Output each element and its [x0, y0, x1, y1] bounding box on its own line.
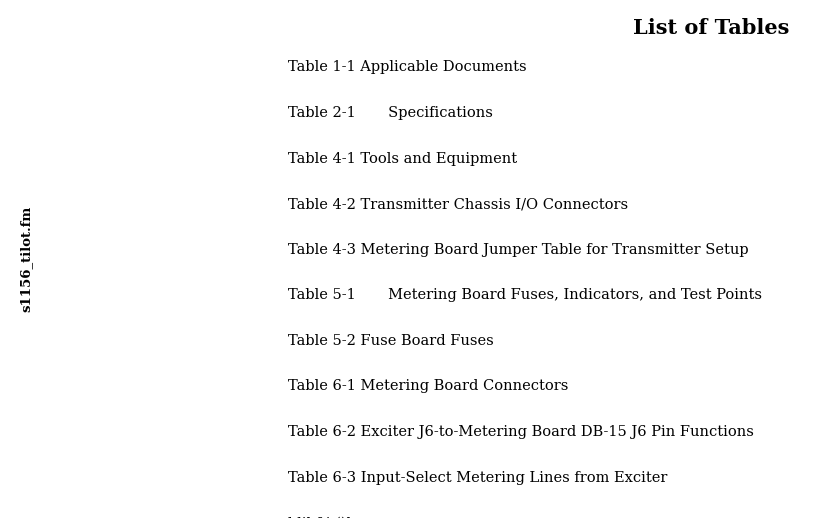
Text: Table 6-2 Exciter J6-to-Metering Board DB-15 J6 Pin Functions: Table 6-2 Exciter J6-to-Metering Board D… — [288, 425, 754, 439]
Text: Table 4-1 Tools and Equipment: Table 4-1 Tools and Equipment — [288, 151, 517, 166]
Text: Table 6-1 Metering Board Connectors: Table 6-1 Metering Board Connectors — [288, 379, 569, 394]
Text: List of Tables: List of Tables — [632, 18, 789, 38]
Text: Table 4-2 Transmitter Chassis I/O Connectors: Table 4-2 Transmitter Chassis I/O Connec… — [288, 197, 628, 211]
Text: Table 2-1       Specifications: Table 2-1 Specifications — [288, 106, 493, 120]
Text: Table 5-2 Fuse Board Fuses: Table 5-2 Fuse Board Fuses — [288, 334, 494, 348]
Text: blil f i ()b: blil f i ()b — [288, 516, 356, 518]
Text: Table 5-1       Metering Board Fuses, Indicators, and Test Points: Table 5-1 Metering Board Fuses, Indicato… — [288, 288, 762, 303]
Text: s1156_tilot.fm: s1156_tilot.fm — [20, 206, 33, 312]
Text: Table 4-3 Metering Board Jumper Table for Transmitter Setup: Table 4-3 Metering Board Jumper Table fo… — [288, 242, 749, 257]
Text: Table 6-3 Input-Select Metering Lines from Exciter: Table 6-3 Input-Select Metering Lines fr… — [288, 470, 667, 485]
Text: Table 1-1 Applicable Documents: Table 1-1 Applicable Documents — [288, 60, 527, 75]
